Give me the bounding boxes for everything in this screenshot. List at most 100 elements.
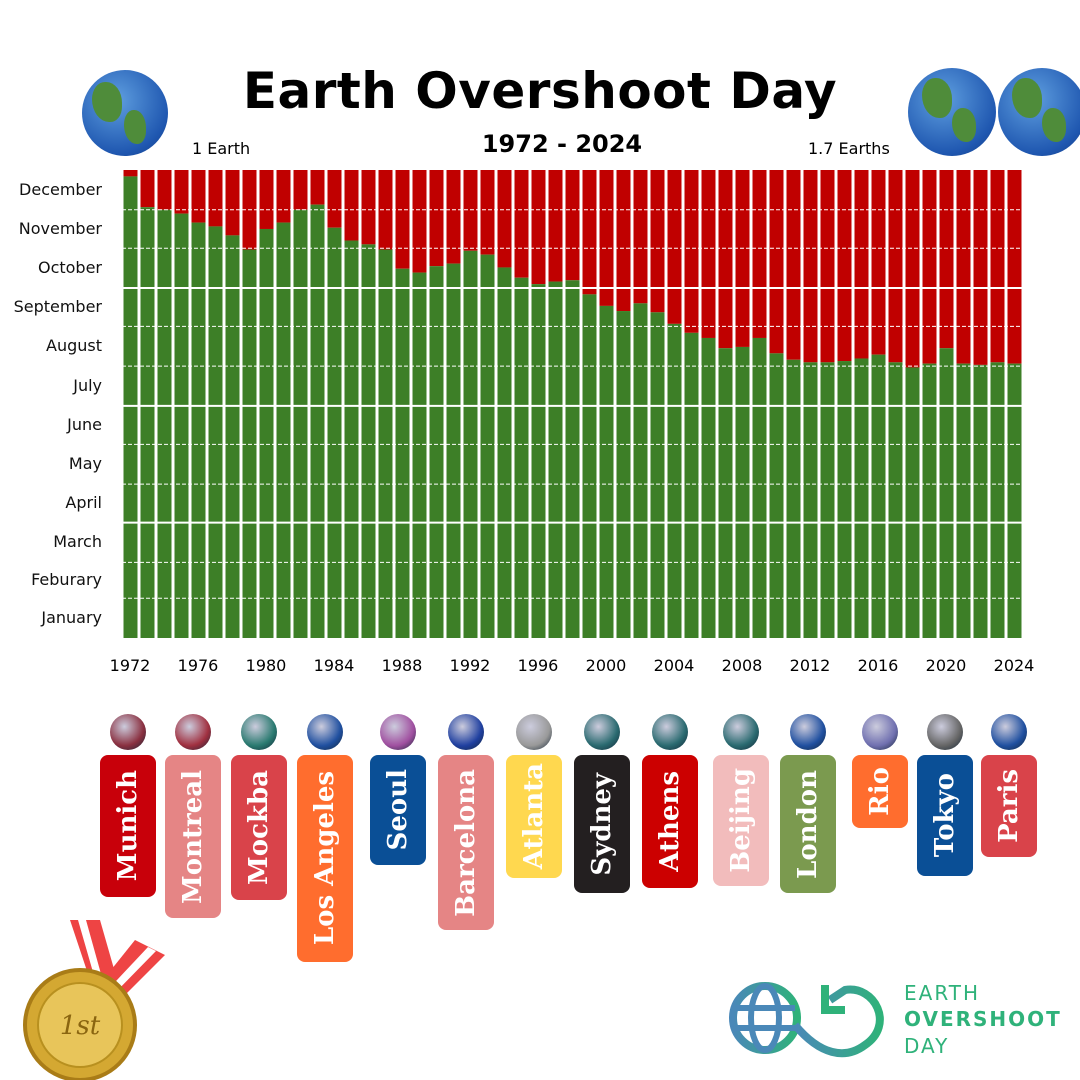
budget-bar-1975 xyxy=(174,213,189,638)
budget-bar-1999 xyxy=(582,294,597,638)
x-tick-label: 2004 xyxy=(653,656,695,675)
chart-subtitle: 1972 - 2024 xyxy=(481,130,643,158)
x-tick-label: 1980 xyxy=(245,656,287,675)
x-tick-label: 1988 xyxy=(381,656,423,675)
mini-globe-icon xyxy=(380,714,416,750)
overshoot-bar-2024 xyxy=(1007,170,1022,364)
y-tick-label: June xyxy=(67,415,102,435)
earth-globe-icon xyxy=(82,70,168,156)
x-tick-label: 2012 xyxy=(789,656,831,675)
overshoot-bar-2009 xyxy=(752,170,767,338)
city-name: London xyxy=(793,769,823,879)
city-label-mockba: Mockba xyxy=(231,755,287,900)
overshoot-bar-1987 xyxy=(378,170,393,250)
overshoot-bar-2016 xyxy=(871,170,886,355)
y-tick-label: May xyxy=(68,454,102,474)
budget-bar-1997 xyxy=(548,281,563,638)
budget-bar-1995 xyxy=(514,277,529,638)
budget-bar-2001 xyxy=(616,311,631,638)
one-earth-note: 1 Earth xyxy=(192,139,251,158)
x-tick-label: 2008 xyxy=(721,656,763,675)
city-label-munich: Munich xyxy=(100,755,156,897)
earth-globe-icon xyxy=(998,68,1080,156)
overshoot-bar-2000 xyxy=(599,170,614,306)
budget-bar-2005 xyxy=(684,332,699,638)
budget-bar-1987 xyxy=(378,249,393,638)
overshoot-bar-2015 xyxy=(854,170,869,359)
earth-overshoot-day-logo xyxy=(729,982,884,1058)
budget-bar-2007 xyxy=(718,348,733,638)
city-label-los-angeles: Los Angeles xyxy=(297,755,353,962)
budget-bar-1983 xyxy=(310,204,325,638)
overshoot-bar-chart xyxy=(122,170,1023,639)
gold-medal-icon: 1st xyxy=(23,920,165,1080)
city-label-seoul: Seoul xyxy=(370,755,426,865)
y-tick-label: April xyxy=(65,493,102,513)
city-label-paris: Paris xyxy=(981,755,1037,857)
budget-bar-1985 xyxy=(344,240,359,638)
overshoot-bar-2006 xyxy=(701,170,716,338)
y-tick-label: March xyxy=(53,532,102,552)
overshoot-bar-1999 xyxy=(582,170,597,295)
overshoot-bar-1988 xyxy=(395,170,410,269)
logo-text-earth: EARTH xyxy=(904,981,981,1005)
overshoot-bar-1977 xyxy=(208,170,223,227)
overshoot-bar-1983 xyxy=(310,170,325,205)
overshoot-bar-1996 xyxy=(531,170,546,285)
city-label-london: London xyxy=(780,755,836,893)
budget-bar-1979 xyxy=(242,249,257,638)
budget-bar-2023 xyxy=(990,362,1005,638)
budget-bar-1973 xyxy=(140,207,155,638)
x-tick-label: 1996 xyxy=(517,656,559,675)
budget-bar-1977 xyxy=(208,226,223,638)
overshoot-bar-2010 xyxy=(769,170,784,354)
budget-bar-2003 xyxy=(650,312,665,638)
budget-bar-2015 xyxy=(854,358,869,638)
overshoot-bar-1998 xyxy=(565,170,580,281)
city-label-athens: Athens xyxy=(642,755,698,888)
y-tick-label: August xyxy=(46,336,102,356)
x-tick-label: 1976 xyxy=(177,656,219,675)
overshoot-bar-2003 xyxy=(650,170,665,313)
mini-globe-icon xyxy=(110,714,146,750)
y-tick-label: Feburary xyxy=(31,570,102,590)
budget-bar-1989 xyxy=(412,272,427,638)
overshoot-bar-2022 xyxy=(973,170,988,365)
budget-bar-2002 xyxy=(633,303,648,638)
city-name: Los Angeles xyxy=(310,771,340,946)
x-tick-label: 2000 xyxy=(585,656,627,675)
city-name: Atlanta xyxy=(519,763,549,870)
budget-bar-2008 xyxy=(735,346,750,638)
overshoot-bar-1992 xyxy=(463,170,478,251)
overshoot-bar-1997 xyxy=(548,170,563,282)
budget-bar-2024 xyxy=(1007,363,1022,638)
mini-globe-icon xyxy=(448,714,484,750)
y-tick-label: November xyxy=(18,218,102,238)
city-name: Paris xyxy=(994,769,1024,843)
city-name: Rio xyxy=(865,767,895,816)
budget-bar-2011 xyxy=(786,359,801,638)
overshoot-bar-1974 xyxy=(157,170,172,210)
overshoot-bar-1972 xyxy=(123,170,138,177)
budget-bar-2022 xyxy=(973,364,988,638)
overshoot-bar-1989 xyxy=(412,170,427,273)
overshoot-bar-2002 xyxy=(633,170,648,304)
overshoot-bar-1978 xyxy=(225,170,240,236)
city-name: Mockba xyxy=(244,770,274,885)
overshoot-bar-2001 xyxy=(616,170,631,312)
x-tick-label: 1984 xyxy=(313,656,355,675)
overshoot-bar-2008 xyxy=(735,170,750,347)
budget-bar-1993 xyxy=(480,254,495,638)
overshoot-bar-1981 xyxy=(276,170,291,223)
budget-bar-2006 xyxy=(701,337,716,638)
overshoot-bar-2014 xyxy=(837,170,852,362)
x-tick-label: 2020 xyxy=(925,656,967,675)
mini-globe-icon xyxy=(652,714,688,750)
y-tick-label: July xyxy=(73,376,102,396)
overshoot-bar-2020 xyxy=(939,170,954,349)
overshoot-bar-2004 xyxy=(667,170,682,324)
mini-globe-icon xyxy=(516,714,552,750)
budget-bar-1978 xyxy=(225,235,240,638)
budget-bar-2021 xyxy=(956,363,971,638)
